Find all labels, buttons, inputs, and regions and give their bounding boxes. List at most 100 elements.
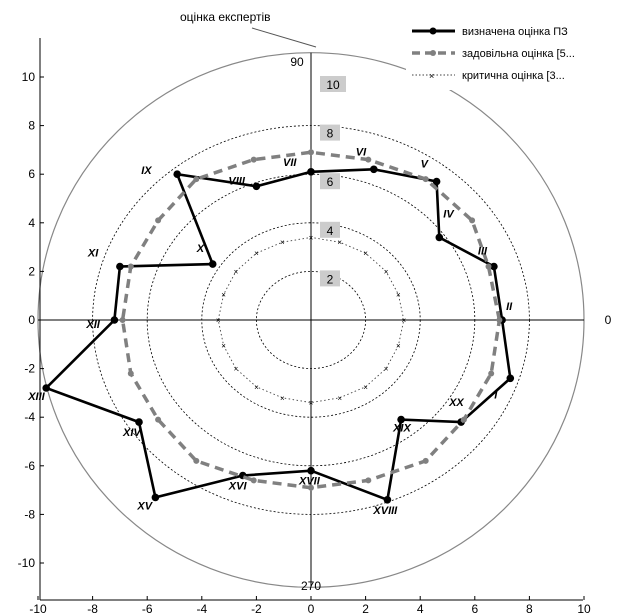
x-tick-label-4: -2: [251, 602, 262, 615]
series-layer: × × × × × × × × × × × × × × × × × × × ×: [42, 149, 514, 503]
y-tick-label-1: -8: [24, 507, 35, 521]
series-1-point-2: [469, 217, 475, 223]
series-2-point-19: ×: [396, 342, 401, 351]
series-1-point-0: [496, 317, 502, 323]
x-tick-label-2: -6: [142, 602, 153, 615]
legend: визначена оцінка ПЗ задовільна оцінка [5…: [406, 16, 616, 90]
x-tick-label-10: 10: [577, 602, 591, 615]
series-2-point-16: ×: [337, 394, 342, 403]
x-tick-label-7: 4: [417, 602, 424, 615]
series-1-point-17: [423, 458, 429, 464]
category-label-IV: IV: [443, 208, 455, 220]
series-1-point-18: [461, 417, 467, 423]
category-label-XII: XII: [85, 319, 100, 331]
series-2-point-1: ×: [396, 290, 401, 299]
category-label-VIII: VIII: [228, 175, 245, 187]
series-2-point-6: ×: [280, 238, 285, 247]
category-label-XV: XV: [136, 500, 153, 512]
legend-label-0: визначена оцінка ПЗ: [462, 26, 568, 38]
series-2-point-14: ×: [280, 394, 285, 403]
y-tick-label-5: 0: [28, 313, 35, 327]
legend-label-2: критична оцінка [3...: [462, 70, 565, 82]
series-2-point-2: ×: [384, 267, 389, 276]
series-2-point-12: ×: [234, 365, 239, 374]
category-label-XI: XI: [87, 248, 99, 260]
series-2-point-7: ×: [254, 249, 259, 258]
category-label-XIII: XIII: [27, 391, 45, 403]
radial-tick-label-8: 8: [327, 127, 334, 141]
y-tick-label-3: -4: [24, 410, 35, 424]
y-tick-label-9: 8: [28, 119, 35, 133]
radial-tick-label-6: 6: [327, 175, 334, 189]
radial-tick-label-4: 4: [327, 224, 334, 238]
x-tick-label-8: 6: [471, 602, 478, 615]
series-2-point-17: ×: [363, 383, 368, 392]
series-1-point-16: [365, 477, 371, 483]
series-1-point-9: [128, 264, 134, 270]
series-1-point-10: [120, 317, 126, 323]
series-0-point-10: [116, 263, 124, 271]
series-0-point-6: [307, 168, 315, 176]
series-2-point-10: ×: [216, 316, 221, 325]
series-1-point-8: [155, 217, 161, 223]
series-0-point-11: [111, 316, 119, 324]
series-2-point-15: ×: [309, 399, 314, 408]
series-1-point-7: [193, 176, 199, 182]
series-1-point-6: [251, 157, 257, 163]
category-label-IX: IX: [141, 165, 152, 177]
category-label-II: II: [506, 301, 513, 313]
radial-tick-label-10: 10: [326, 78, 340, 92]
category-label-XVI: XVI: [228, 481, 248, 493]
category-label-III: III: [478, 246, 488, 258]
y-tick-label-2: -6: [24, 459, 35, 473]
series-0-point-8: [173, 170, 181, 178]
legend-marker-2: ×: [429, 71, 434, 81]
x-tick-label-3: -4: [196, 602, 207, 615]
series-0-point-5: [370, 166, 378, 174]
series-2-point-11: ×: [221, 342, 226, 351]
series-1-point-11: [128, 371, 134, 377]
angle-label-0: 0: [605, 313, 612, 327]
angle-label-90: 90: [290, 55, 304, 69]
axes-layer: -10 -8 -6 -4 -2 0 2 4 6 8 10 -10 -8 -6 -4 -2 0 2 4 6 8 10: [18, 38, 591, 615]
series-1-point-13: [193, 458, 199, 464]
series-2-point-18: ×: [384, 365, 389, 374]
series-0-point-16: [307, 467, 315, 475]
y-tick-label-0: -10: [18, 556, 36, 570]
series-line-0: [46, 169, 510, 500]
series-2-point-3: ×: [363, 249, 368, 258]
x-tick-label-6: 2: [362, 602, 369, 615]
series-2-point-4: ×: [337, 238, 342, 247]
legend-marker-0: [430, 28, 437, 35]
series-0-point-13: [135, 418, 143, 426]
labels-layer: 900270246810IIIIIIIVVVIVIIVIIIIXXXIXIIXI…: [27, 55, 611, 593]
category-label-VI: VI: [356, 146, 367, 158]
series-0-point-14: [152, 494, 160, 502]
x-tick-label-5: 0: [308, 602, 315, 615]
series-0-point-3: [436, 234, 444, 242]
y-tick-label-7: 4: [28, 216, 35, 230]
x-tick-label-1: -8: [87, 602, 98, 615]
series-0-point-9: [209, 260, 217, 268]
series-2-point-9: ×: [221, 290, 226, 299]
series-0-point-0: [507, 375, 515, 383]
series-2-point-5: ×: [309, 233, 314, 242]
annotation-label: оцінка експертів: [180, 10, 271, 24]
series-2-point-13: ×: [254, 383, 259, 392]
legend-label-1: задовільна оцінка [5...: [462, 48, 575, 60]
y-tick-label-10: 10: [22, 70, 36, 84]
category-label-XIX: XIX: [392, 423, 411, 435]
category-label-XX: XX: [448, 397, 464, 409]
category-label-VII: VII: [283, 157, 297, 169]
y-tick-label-4: -2: [24, 362, 35, 376]
category-label-XVIII: XVIII: [372, 505, 398, 517]
series-2-point-0: ×: [401, 316, 406, 325]
x-tick-label-9: 8: [526, 602, 533, 615]
annotation-pointer: [252, 28, 316, 47]
series-1-point-14: [251, 477, 257, 483]
y-tick-label-6: 2: [28, 264, 35, 278]
series-1-point-1: [486, 264, 492, 270]
series-1-point-12: [155, 417, 161, 423]
category-label-X: X: [196, 243, 205, 255]
